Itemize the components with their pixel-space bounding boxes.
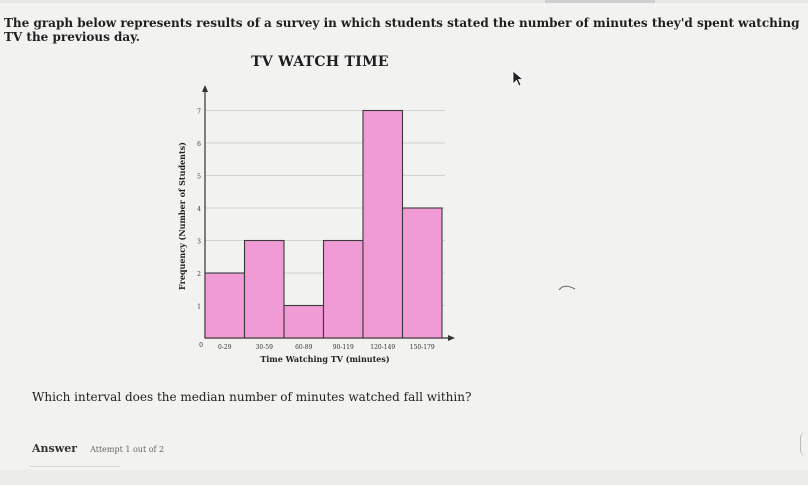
question-text: Which interval does the median number of… bbox=[32, 390, 472, 404]
x-tick-label: 120-149 bbox=[370, 344, 395, 351]
x-tick-label: 90-119 bbox=[333, 344, 354, 351]
x-axis-arrow-icon bbox=[448, 335, 455, 341]
bar-120-149 bbox=[362, 109, 404, 339]
y-tick-label: 7 bbox=[197, 109, 201, 116]
answer-label: Answer bbox=[32, 442, 77, 455]
bar-30-59 bbox=[243, 239, 285, 339]
chart-svg: 0 1 2 3 4 5 6 7 0-29 30-59 60-89 90-119 120-149 150-1… bbox=[177, 85, 455, 364]
x-axis-label: Time Watching TV (minutes) bbox=[260, 354, 390, 364]
top-bar-accent bbox=[545, 0, 655, 3]
bar-150-179 bbox=[401, 207, 443, 339]
bar-90-119 bbox=[322, 239, 364, 339]
y-tick-label: 2 bbox=[197, 271, 201, 278]
mouse-cursor-icon bbox=[512, 70, 524, 87]
answer-divider bbox=[30, 466, 120, 467]
bottom-band bbox=[0, 470, 808, 485]
y-axis-arrow-icon bbox=[202, 85, 208, 92]
problem-prompt: The graph below represents results of a … bbox=[4, 16, 800, 44]
top-bar bbox=[0, 0, 808, 3]
stray-pen-mark bbox=[558, 285, 576, 291]
bar-0-29 bbox=[204, 272, 246, 339]
y-tick-label: 1 bbox=[197, 304, 201, 311]
y-tick-label: 0 bbox=[199, 342, 203, 349]
answer-row: Answer Attempt 1 out of 2 bbox=[32, 437, 165, 455]
y-tick-label: 5 bbox=[197, 174, 201, 181]
x-tick-label: 150-179 bbox=[410, 344, 435, 351]
chart-title: TV WATCH TIME bbox=[251, 54, 389, 70]
x-tick-label: 60-89 bbox=[295, 344, 312, 351]
y-tick-label: 4 bbox=[197, 206, 201, 213]
y-tick-label: 3 bbox=[197, 239, 201, 246]
histogram-chart: TV WATCH TIME 0 1 2 3 4 5 6 7 0-29 30-59 60-89 90-1… bbox=[160, 50, 480, 370]
y-tick-label: 6 bbox=[197, 141, 201, 148]
answer-input-edge[interactable] bbox=[800, 432, 808, 456]
attempt-counter: Attempt 1 out of 2 bbox=[90, 445, 165, 454]
bar-60-89 bbox=[283, 304, 325, 339]
y-axis-label: Frequency (Number of Students) bbox=[177, 142, 187, 290]
x-tick-label: 0-29 bbox=[218, 344, 232, 351]
x-tick-label: 30-59 bbox=[256, 344, 273, 351]
